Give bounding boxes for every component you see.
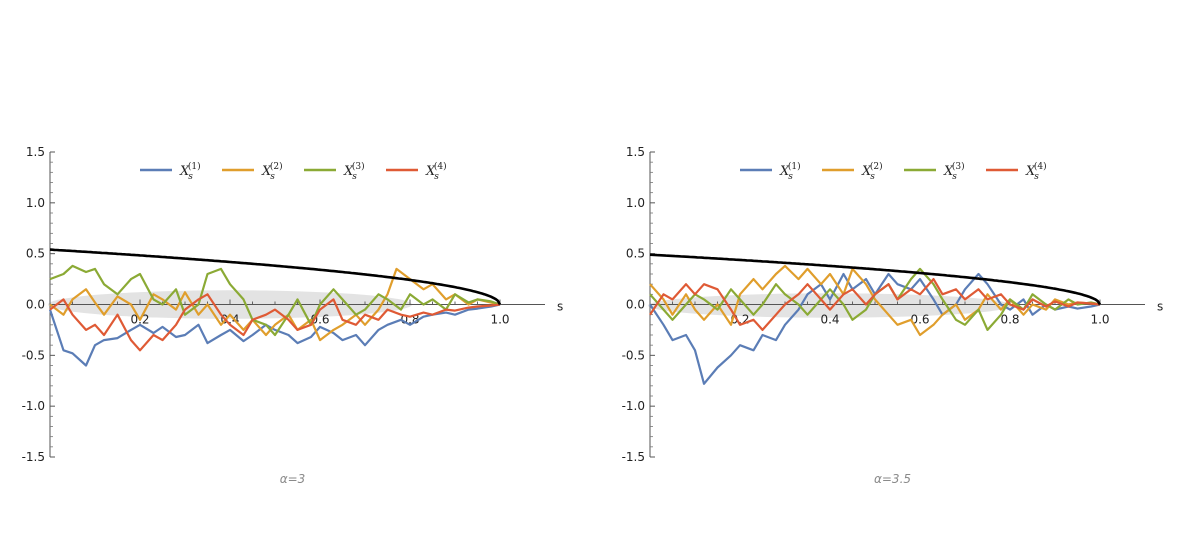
y-tick-label: 1.5 [26,145,45,159]
y-tick-label: -1.0 [622,399,645,413]
y-tick-label: 1.0 [626,196,645,210]
y-tick-label: 1.0 [26,196,45,210]
y-tick-label: 0.5 [26,247,45,261]
boundary-curve [649,253,1102,306]
x-tick-label: 0.4 [220,313,239,327]
series-line-2 [49,267,501,342]
legend-label-3: Xs(3) [343,161,365,182]
legend-label-1: Xs(1) [179,161,201,182]
x-tick-label: 0.4 [820,313,839,327]
x-tick-label: 1.0 [490,313,509,327]
boundary-curve [49,248,502,306]
y-tick-label: -0.5 [622,348,645,362]
y-tick-label: -0.5 [22,348,45,362]
chart-caption: α=3.5 [874,472,911,486]
x-axis-label: s [1157,300,1163,314]
y-tick-label: 1.5 [626,145,645,159]
legend-label-2: Xs(2) [861,161,883,182]
chart-panel-left: 1.5 1.0 0.5 0.0 -0.5 -1.0 -1.5 0.2 0.4 0.6 0.8 1.0 s… [22,145,564,486]
x-axis-label: s [557,300,563,314]
legend-label-1: Xs(1) [779,161,801,182]
chart-panel-right: 1.5 1.0 0.5 0.0 -0.5 -1.0 -1.5 0.2 0.4 0.6 0.8 1.0 s… [600,0,1200,559]
x-tick-label: 1.0 [1090,313,1109,327]
y-tick-label: 0.5 [626,247,645,261]
y-tick-label: -1.0 [22,399,45,413]
series-line-3 [49,264,501,337]
legend-label-2: Xs(2) [261,161,283,182]
x-tick-label: 0.6 [910,313,929,327]
y-tick-label: -1.5 [622,450,645,464]
y-tick-label: 0.0 [26,298,45,312]
legend-label-4: Xs(4) [425,161,447,182]
chart-left: 1.51.00.50.0-0.5-1.0-1.50.2 0.4 0.6 0.8 1.0s… [22,145,564,486]
series-line-4 [49,293,501,352]
chart-right: 1.51.00.50.0-0.5-1.0-1.50.2 0.4 0.6 0.8 1.0s… [622,145,1164,486]
y-tick-label: -1.5 [22,450,45,464]
x-tick-label: 0.8 [1000,313,1019,327]
series-line-4 [649,278,1101,331]
chart-caption: α=3 [280,472,306,486]
series-line-2 [649,264,1101,337]
y-tick-label: 0.0 [626,298,645,312]
legend-label-3: Xs(3) [943,161,965,182]
legend-label-4: Xs(4) [1025,161,1047,182]
